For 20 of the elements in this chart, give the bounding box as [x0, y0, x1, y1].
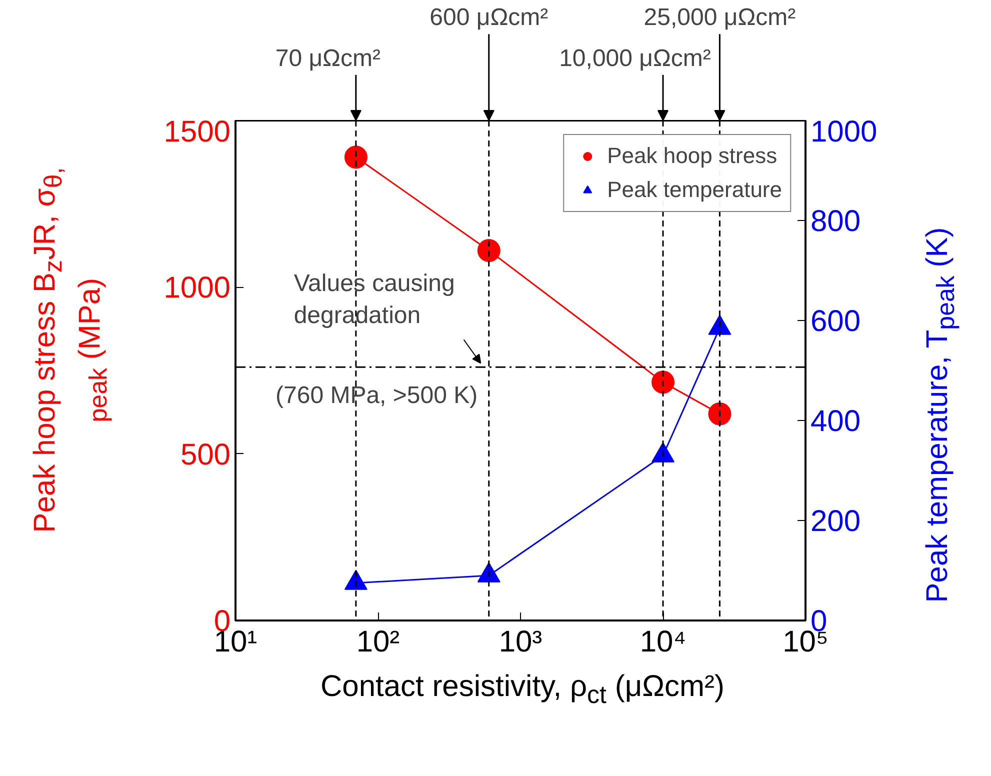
y-tick-label: 500	[180, 438, 231, 472]
x-tick-label: 10⁴	[640, 626, 686, 658]
y2-tick-label: 200	[810, 505, 861, 538]
x-axis-title: Contact resistivity, ρ$_{ct}$ (μΩcm²)	[319, 669, 726, 711]
y2-tick-label: 600	[810, 305, 861, 338]
annotation: Values causing degradation	[294, 270, 455, 330]
y-tick-label: 1000	[164, 272, 231, 305]
y2-tick-label: 1000	[810, 116, 878, 148]
ref-line-label: 600 μΩcm²	[430, 4, 548, 32]
x-tick-label: 10²	[356, 626, 400, 658]
x-tick-label: 10³	[498, 626, 542, 658]
y2-tick-label: 800	[810, 205, 861, 238]
ref-line-label: 25,000 μΩcm²	[644, 4, 796, 32]
legend-label: Peak hoop stress	[607, 143, 778, 169]
y-tick-label: 1500	[164, 116, 231, 148]
annotation: (760 MPa, >500 K)	[276, 382, 478, 410]
legend-label: Peak temperature	[607, 177, 782, 203]
ref-line-label: 10,000 μΩcm²	[559, 44, 711, 72]
y2-tick-label: 400	[810, 405, 861, 438]
ref-line-label: 70 μΩcm²	[275, 44, 380, 72]
